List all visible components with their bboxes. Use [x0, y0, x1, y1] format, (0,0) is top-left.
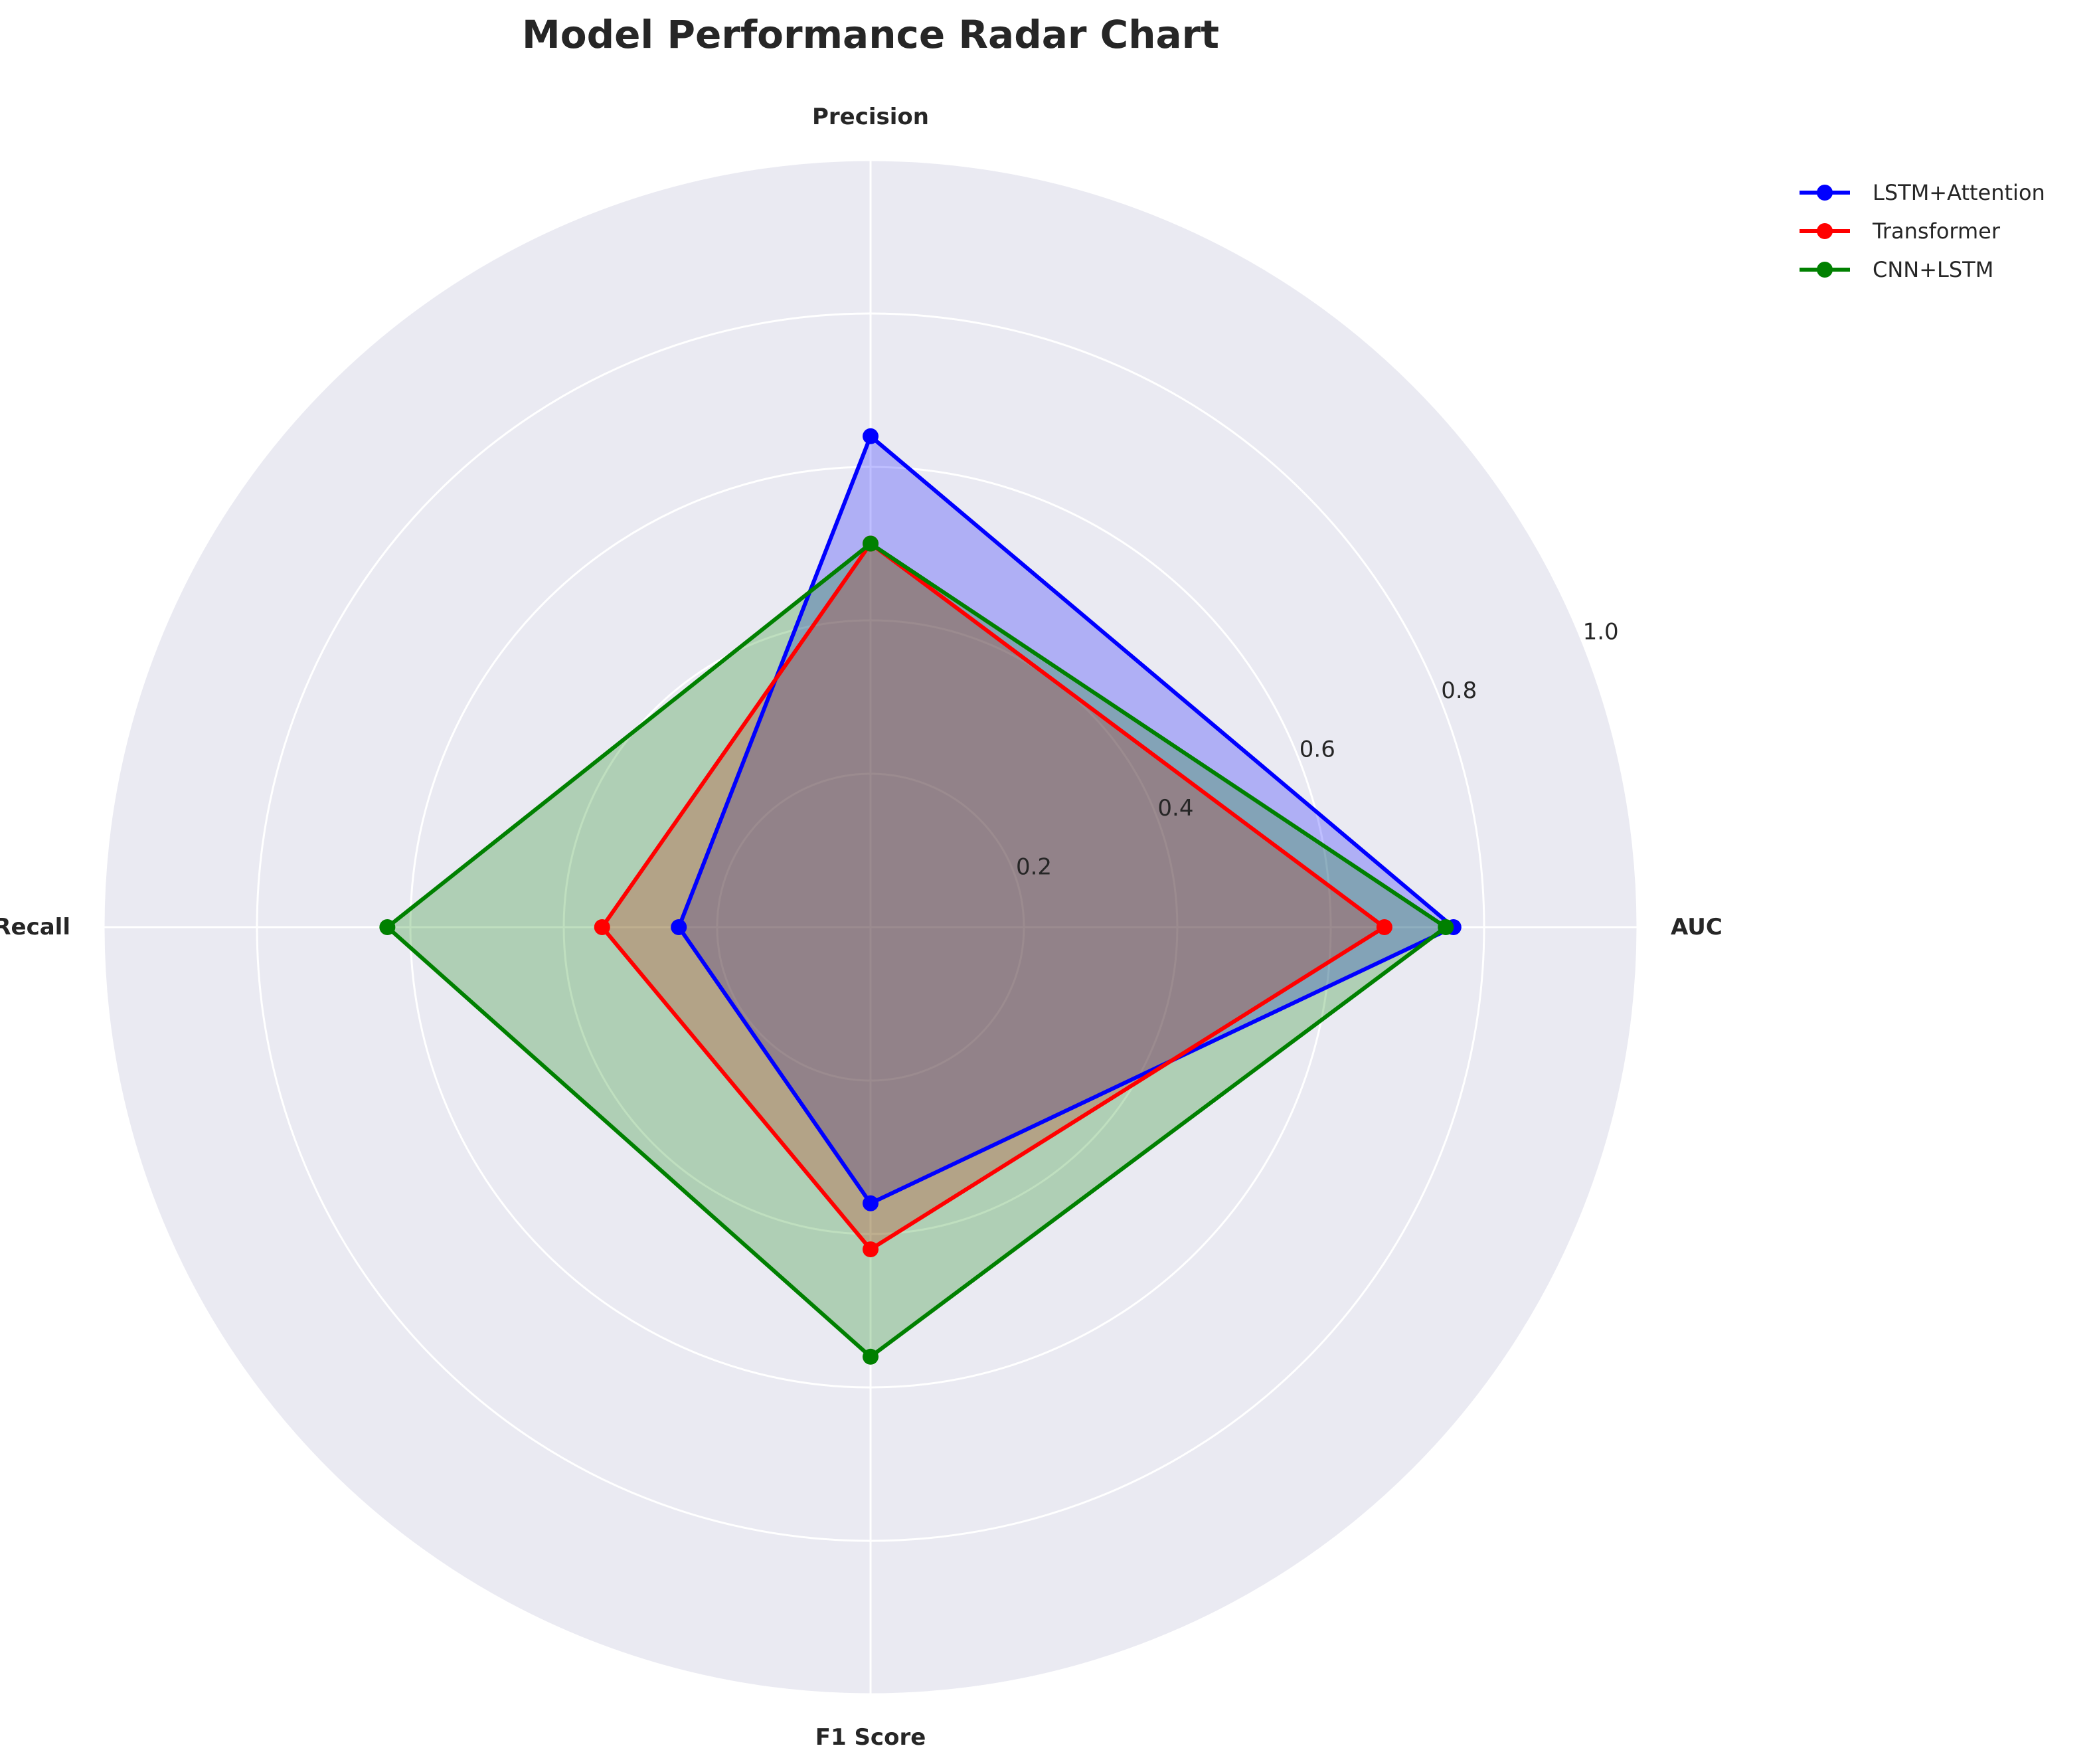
series-0-point-2 [671, 919, 687, 935]
series-2-point-1 [863, 535, 879, 552]
r-tick-label-3: 0.8 [1441, 677, 1477, 704]
legend-label-0: LSTM+Attention [1873, 180, 2045, 205]
axis-label-auc: AUC [1671, 914, 1722, 940]
series-0-point-3 [863, 1195, 879, 1211]
series-2-point-3 [863, 1348, 879, 1365]
radar-labels: 0.2 0.4 0.6 0.8 1.0 AUC Precision Recall F1 Scor… [0, 104, 1722, 1751]
series-fill-1 [602, 543, 1385, 1250]
r-tick-label-4: 1.0 [1583, 619, 1619, 646]
series-1-point-0 [1376, 919, 1392, 935]
axis-label-recall: Recall [0, 914, 70, 940]
series-1-point-3 [863, 1241, 879, 1258]
series-1-point-2 [594, 919, 610, 935]
series-2-point-2 [379, 919, 396, 935]
legend-marker-2 [1817, 262, 1833, 278]
chart-title: Model Performance Radar Chart [522, 12, 1219, 57]
series-2-point-0 [1438, 919, 1454, 935]
series-fill-0 [679, 436, 1454, 1203]
legend-label-2: CNN+LSTM [1873, 257, 1993, 282]
legend-label-1: Transformer [1872, 219, 2001, 244]
series-0-point-1 [863, 428, 879, 444]
r-tick-label-0: 0.2 [1016, 853, 1052, 880]
legend-marker-0 [1817, 185, 1833, 201]
radar-series [379, 428, 1462, 1365]
axis-label-precision: Precision [812, 104, 929, 130]
r-tick-label-1: 0.4 [1157, 795, 1193, 822]
legend-marker-1 [1817, 223, 1833, 239]
series-fill-2 [387, 543, 1446, 1357]
r-tick-label-2: 0.6 [1300, 737, 1335, 763]
axis-label-f1-score: F1 Score [815, 1724, 926, 1751]
legend: LSTM+Attention Transformer CNN+LSTM [1800, 180, 2045, 282]
